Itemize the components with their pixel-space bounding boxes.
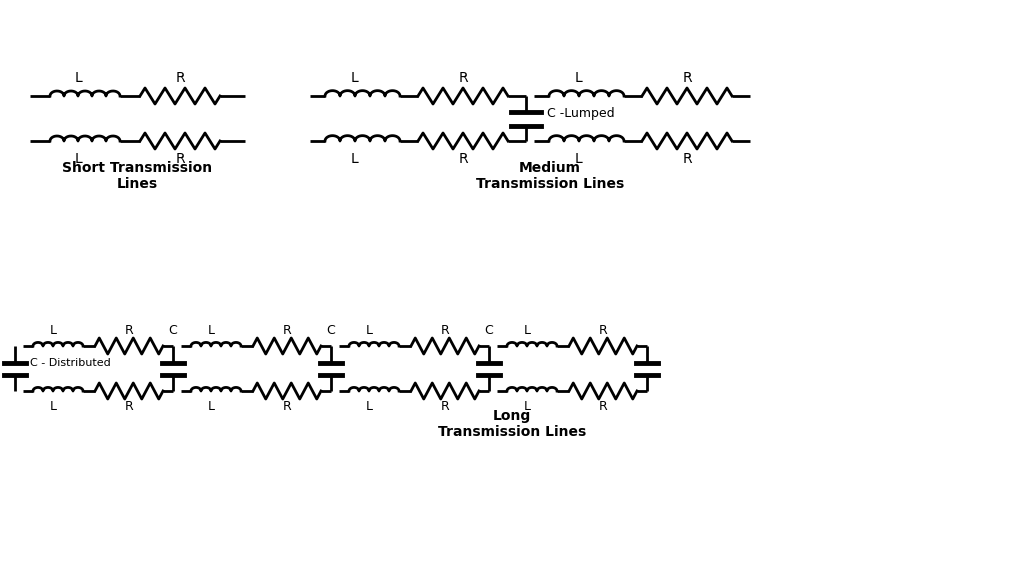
Text: C - Distributed: C - Distributed — [30, 358, 111, 369]
Text: L: L — [575, 152, 583, 166]
Text: R: R — [458, 152, 468, 166]
Text: R: R — [175, 152, 184, 166]
Text: R: R — [125, 400, 133, 414]
Text: C: C — [484, 324, 494, 336]
Text: L: L — [351, 71, 358, 85]
Text: C: C — [327, 324, 336, 336]
Text: L: L — [208, 324, 214, 336]
Text: R: R — [682, 71, 692, 85]
Text: R: R — [125, 324, 133, 336]
Text: R: R — [599, 324, 607, 336]
Text: L: L — [523, 400, 530, 414]
Text: R: R — [458, 71, 468, 85]
Text: R: R — [283, 400, 292, 414]
Text: L: L — [49, 400, 56, 414]
Text: R: R — [283, 324, 292, 336]
Text: L: L — [74, 71, 82, 85]
Text: L: L — [366, 400, 373, 414]
Text: Long
Transmission Lines: Long Transmission Lines — [438, 409, 586, 439]
Text: R: R — [682, 152, 692, 166]
Text: L: L — [74, 152, 82, 166]
Text: R: R — [440, 400, 450, 414]
Text: C -Lumped: C -Lumped — [547, 107, 614, 120]
Text: L: L — [523, 324, 530, 336]
Text: Medium
Transmission Lines: Medium Transmission Lines — [476, 161, 624, 191]
Text: L: L — [366, 324, 373, 336]
Text: R: R — [440, 324, 450, 336]
Text: Short Transmission
Lines: Short Transmission Lines — [62, 161, 213, 191]
Text: L: L — [49, 324, 56, 336]
Text: L: L — [351, 152, 358, 166]
Text: R: R — [599, 400, 607, 414]
Text: L: L — [575, 71, 583, 85]
Text: R: R — [175, 71, 184, 85]
Text: C: C — [169, 324, 177, 336]
Text: L: L — [208, 400, 214, 414]
